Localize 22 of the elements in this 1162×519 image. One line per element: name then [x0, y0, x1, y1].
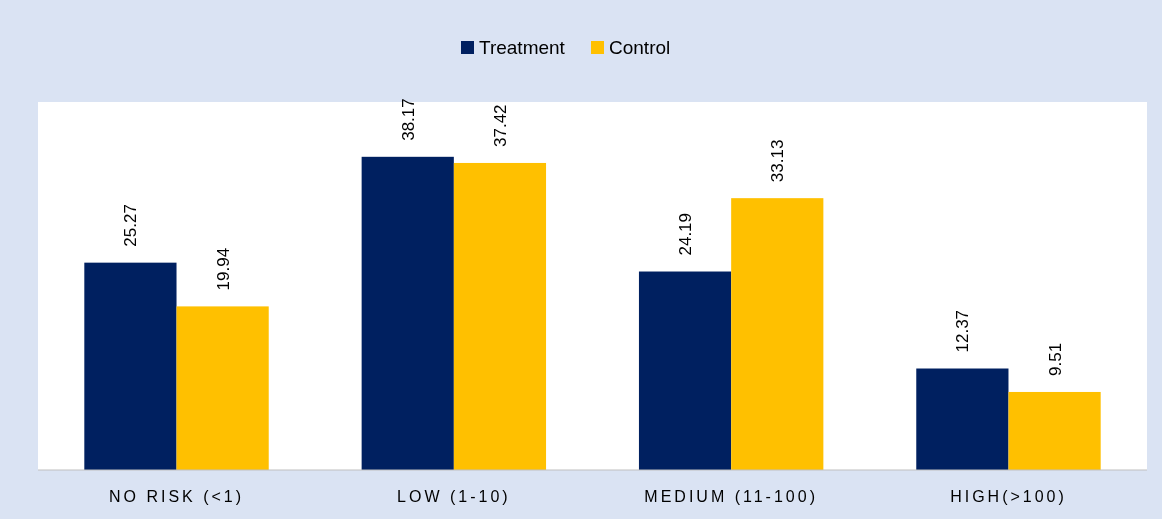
bar — [916, 368, 1009, 470]
x-tick-label: HIGH(>100) — [950, 488, 1067, 505]
x-tick-label: LOW (1-10) — [397, 488, 511, 505]
x-tick-label: NO RISK (<1) — [108, 488, 245, 505]
data-label: 25.27 — [121, 204, 141, 247]
bar — [1008, 391, 1101, 470]
data-label: 9.51 — [1045, 342, 1065, 376]
legend-label: Control — [609, 37, 671, 58]
x-tick-label: MEDIUM (11-100) — [644, 488, 818, 505]
bar — [453, 162, 547, 470]
data-label: 33.13 — [768, 139, 788, 183]
bar — [176, 306, 269, 470]
data-label: 24.19 — [676, 212, 696, 256]
legend-label: Treatment — [479, 37, 566, 58]
data-label: 38.17 — [398, 98, 418, 141]
bar — [638, 271, 732, 470]
data-label: 12.37 — [953, 309, 973, 353]
bar — [731, 198, 824, 470]
data-label: 37.42 — [490, 104, 510, 147]
bar — [361, 156, 454, 470]
bar — [84, 262, 177, 470]
data-label: 19.94 — [213, 247, 233, 291]
